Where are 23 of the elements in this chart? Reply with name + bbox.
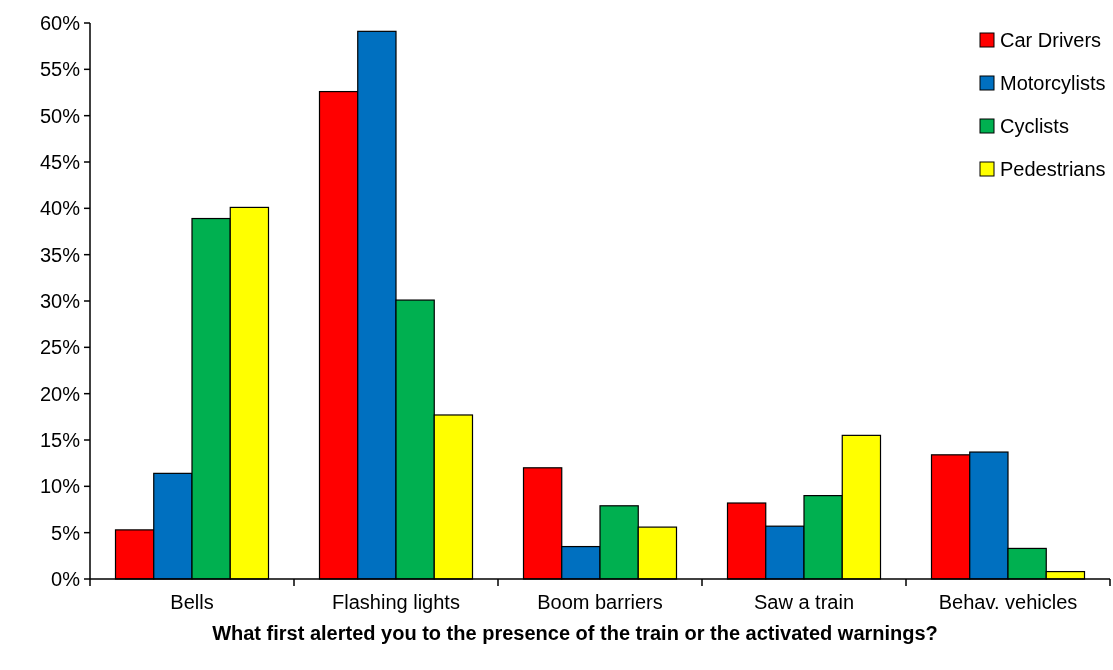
x-tick-label: Bells [170,591,214,613]
legend-label: Pedestrians [1000,158,1106,180]
y-tick-label: 45% [39,151,81,173]
y-tick-label: 35% [39,243,81,266]
x-tick-label: Behav. vehicles [938,591,1078,613]
x-axis-title: What first alerted you to the presence of the train or the activated warnings? [212,622,938,644]
y-tick-label: 55% [39,58,81,81]
legend-label: Motorcylists [1000,72,1106,94]
y-tick-label: 15% [39,429,81,451]
y-tick-label: 25% [39,336,81,359]
legend-label: Cyclists [1000,115,1069,137]
y-tick-label: 20% [39,382,81,405]
x-tick-label: Boom barriers [537,591,663,613]
legend-label: Car Drivers [1000,29,1102,51]
y-tick-label: 5% [51,521,81,544]
y-tick-label: 60% [39,12,81,34]
x-tick-label: Saw a train [753,591,855,613]
y-tick-label: 50% [39,104,81,127]
y-tick-label: 10% [39,475,81,498]
y-tick-label: 0% [51,568,81,590]
y-tick-label: 30% [39,290,81,312]
y-tick-label: 40% [39,197,81,220]
x-tick-label: Flashing lights [332,591,460,613]
